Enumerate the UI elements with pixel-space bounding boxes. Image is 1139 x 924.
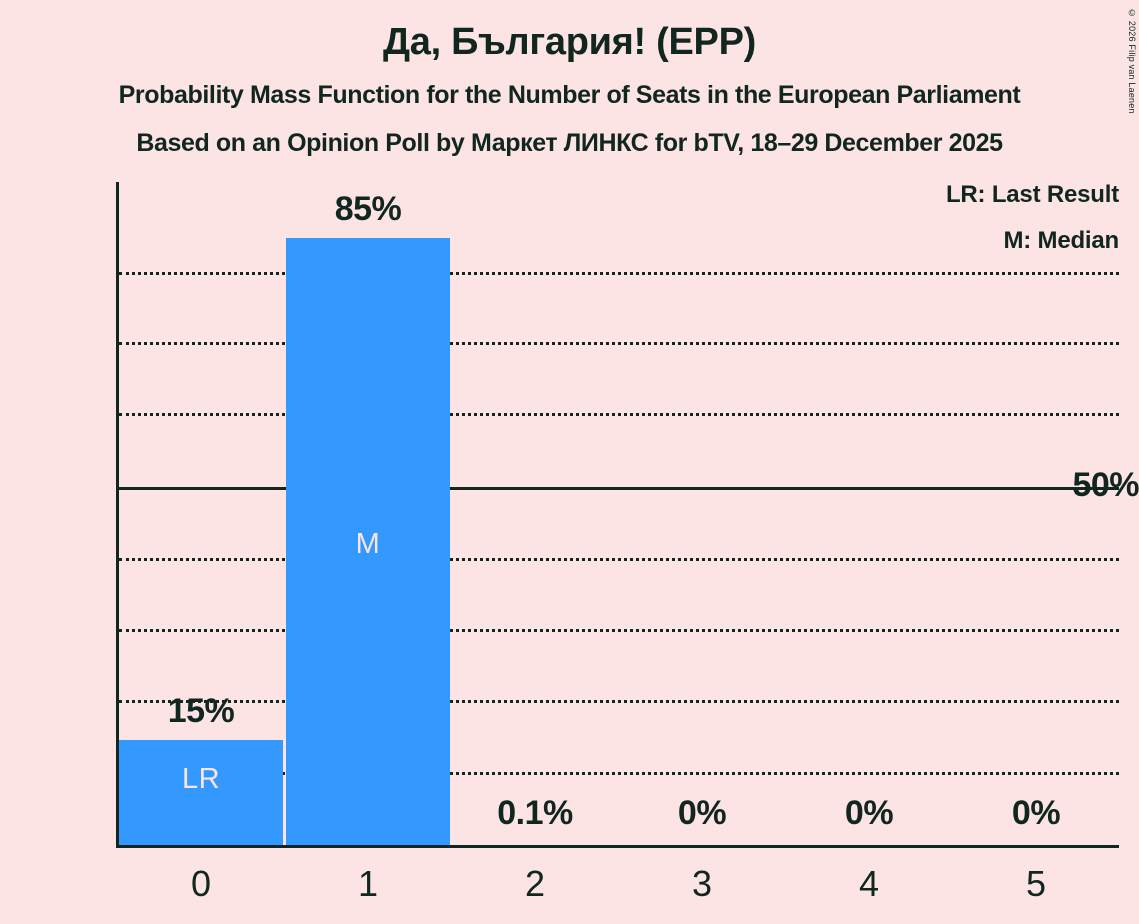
bar-seat-0[interactable]: LR <box>119 740 283 845</box>
bar-value-label-seat-1: 85% <box>334 190 402 228</box>
bar-marker-label-median: M <box>355 528 381 560</box>
gridline-30 <box>119 629 1119 632</box>
chart-subtitle: Probability Mass Function for the Number… <box>118 80 1021 109</box>
x-axis-tick-label-1: 1 <box>357 863 379 904</box>
x-axis-tick-label-4: 4 <box>858 863 880 904</box>
gridline-90 <box>119 272 1119 275</box>
legend-entry-median: M: Median <box>1003 227 1119 254</box>
bar-value-label-seat-3: 0% <box>677 794 727 832</box>
plot-area: LR 15% M 85% 0.1% 0% 0% 0% <box>116 182 1119 848</box>
gridline-80 <box>119 342 1119 345</box>
page-title: Да, България! (EPP) <box>382 21 757 63</box>
legend: LR: Last Result M: Median <box>946 183 1119 275</box>
x-axis-tick-label-3: 3 <box>691 863 713 904</box>
y-axis-line <box>116 182 119 845</box>
gridline-70 <box>119 413 1119 416</box>
chart-source-line: Based on an Opinion Poll by Маркет ЛИНКС… <box>136 129 1003 158</box>
gridline-50-solid <box>119 487 1119 490</box>
chart-header: Да, България! (EPP) Probability Mass Fun… <box>0 0 1139 158</box>
bar-value-label-seat-4: 0% <box>844 794 894 832</box>
bar-value-label-seat-0: 15% <box>167 692 235 730</box>
gridline-20 <box>119 700 1119 703</box>
x-axis-tick-label-5: 5 <box>1025 863 1047 904</box>
gridline-10 <box>119 772 1119 775</box>
y-axis-tick-label-50: 50% <box>1072 466 1139 504</box>
gridline-40 <box>119 558 1119 561</box>
legend-entry-last-result: LR: Last Result <box>945 181 1119 208</box>
bar-seat-1[interactable]: M <box>286 238 450 845</box>
x-axis-line <box>116 845 1119 848</box>
x-axis-tick-label-0: 0 <box>190 863 212 904</box>
x-axis-tick-label-2: 2 <box>524 863 546 904</box>
bar-value-label-seat-5: 0% <box>1011 794 1061 832</box>
bar-value-label-seat-2: 0.1% <box>497 794 573 832</box>
copyright-notice: © 2026 Filip van Laenen <box>1127 8 1137 114</box>
bar-marker-label-last-result: LR <box>181 763 221 795</box>
